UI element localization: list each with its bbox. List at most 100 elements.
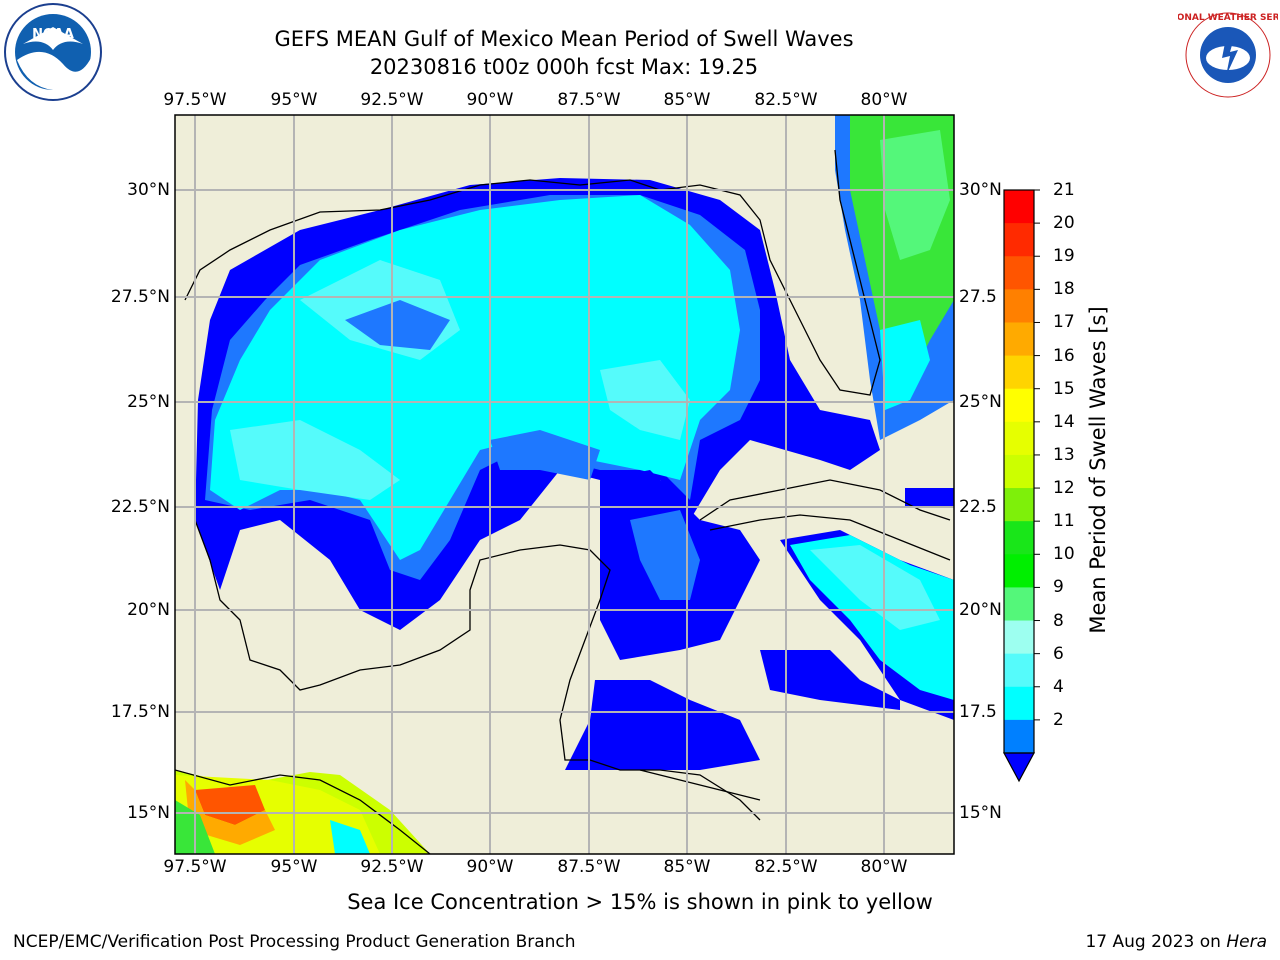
colorbar-tick-label: 8 — [1053, 610, 1064, 631]
lat-label-left: 22.5°N — [110, 497, 170, 517]
caribbean-midblue-field — [630, 510, 700, 600]
colorbar-segment — [1004, 289, 1034, 323]
caribbean-lightcyan-patch — [810, 545, 940, 630]
colorbar-segment — [1004, 190, 1034, 224]
footer-date: 17 Aug 2023 on Hera — [1085, 932, 1267, 952]
colorbar-tick-label: 17 — [1053, 312, 1075, 333]
colorbar-segment — [1004, 421, 1034, 456]
honduras-coastline — [639, 769, 761, 801]
colorbar-tick-label: 18 — [1053, 279, 1075, 300]
lat-label-right: 17.5 — [959, 702, 997, 722]
colorbar-tick-label: 2 — [1053, 709, 1064, 730]
lon-label-bottom: 87.5°W — [557, 857, 621, 877]
colorbar-tick-label: 11 — [1053, 511, 1075, 532]
colorbar-segment — [1004, 488, 1034, 522]
lat-label-left: 27.5°N — [110, 287, 170, 307]
cuba-coastline — [699, 479, 951, 521]
footer-credit: NCEP/EMC/Verification Post Processing Pr… — [13, 932, 576, 952]
pacific-amber-patch — [185, 780, 275, 845]
gulf-midblue-patch — [345, 300, 450, 350]
colorbar-segment — [1004, 587, 1034, 622]
gulf-coastline — [194, 519, 761, 821]
graticule — [175, 115, 954, 854]
colorbar-segment — [1004, 388, 1034, 423]
colorbar-tick-label: 14 — [1053, 411, 1075, 432]
colorbar-segment — [1004, 322, 1034, 357]
lat-label-right: 30°N — [959, 180, 1002, 200]
cuba-coastline-south — [709, 514, 951, 561]
svg-text:NATIONAL WEATHER SERVICE: NATIONAL WEATHER SERVICE — [1178, 13, 1278, 23]
caribbean-blue-field — [565, 680, 760, 770]
northern-gulf-coastline — [184, 149, 881, 396]
atlantic-cyan-patch — [880, 320, 930, 410]
colorbar-segment — [1004, 686, 1034, 721]
colorbar-segment — [1004, 653, 1034, 688]
colorbar-label: Mean Period of Swell Waves [s] — [1086, 306, 1110, 634]
colorbar-segment — [1004, 554, 1034, 588]
noaa-logo: NOAA — [4, 3, 102, 101]
lon-label-bottom: 80°W — [860, 857, 908, 877]
colorbar-tick-label: 10 — [1053, 544, 1075, 565]
lon-label-bottom: 92.5°W — [360, 857, 424, 877]
colorbar-tick-label: 12 — [1053, 478, 1075, 499]
colorbar — [1002, 189, 1040, 783]
lat-label-left: 17.5°N — [110, 702, 170, 722]
lon-label-bottom: 97.5°W — [163, 857, 227, 877]
colorbar-tick-label: 16 — [1053, 345, 1075, 366]
colorbar-tick-label: 4 — [1053, 676, 1064, 697]
pacific-orange-patch — [195, 785, 265, 825]
chart-title: GEFS MEAN Gulf of Mexico Mean Period of … — [274, 27, 854, 51]
svg-text:NOAA: NOAA — [32, 27, 74, 42]
lat-label-left: 20°N — [127, 600, 170, 620]
lon-label-top: 97.5°W — [163, 90, 227, 110]
pacific-cyan-patch — [330, 820, 370, 854]
lon-label-bottom: 90°W — [466, 857, 514, 877]
central-america-coastline — [175, 769, 431, 854]
lon-label-top: 95°W — [270, 90, 318, 110]
colorbar-segment — [1004, 355, 1034, 390]
colorbar-tick-label: 15 — [1053, 378, 1075, 399]
gulf-lightcyan-patch — [600, 360, 690, 440]
colorbar-tick-label: 21 — [1053, 180, 1075, 200]
footer-date-text: 17 Aug 2023 on — [1085, 932, 1227, 952]
lon-label-bottom: 85°W — [663, 857, 711, 877]
lon-label-bottom: 95°W — [270, 857, 318, 877]
lon-label-top: 87.5°W — [557, 90, 621, 110]
lon-label-top: 82.5°W — [754, 90, 818, 110]
gulf-midblue-patch — [490, 430, 600, 480]
lat-label-right: 22.5 — [959, 497, 997, 517]
colorbar-tick-label: 6 — [1053, 643, 1064, 664]
lon-label-top: 85°W — [663, 90, 711, 110]
atlantic-lightgreen-patch — [880, 130, 950, 260]
lat-label-right: 20°N — [959, 600, 1002, 620]
lat-label-right: 15°N — [959, 803, 1002, 823]
map-frame — [174, 114, 955, 855]
colorbar-segment — [1004, 454, 1034, 489]
colorbar-tick-label: 13 — [1053, 444, 1075, 465]
colorbar-segment — [1004, 256, 1034, 290]
colorbar-segment — [1004, 719, 1034, 754]
footer-host: Hera — [1226, 932, 1267, 952]
lat-label-left: 25°N — [127, 392, 170, 412]
caribbean-blue-field — [760, 650, 900, 710]
colorbar-tick-label: 20 — [1053, 213, 1075, 234]
colorbar-segment — [1004, 620, 1034, 655]
sea-ice-caption: Sea Ice Concentration > 15% is shown in … — [0, 890, 1280, 914]
gulf-lightcyan-patch — [230, 420, 400, 500]
sea-ice-caption-text: Sea Ice Concentration > 15% is shown in … — [347, 890, 933, 914]
lon-label-top: 80°W — [860, 90, 908, 110]
chart-subtitle: 20230816 t00z 000h fcst Max: 19.25 — [369, 55, 759, 79]
colorbar-extend-arrow — [1002, 752, 1036, 783]
lat-label-left: 15°N — [127, 803, 170, 823]
lat-label-right: 25°N — [959, 392, 1002, 412]
colorbar-frame — [1003, 189, 1035, 754]
nws-logo: NATIONAL WEATHER SERVICE — [1178, 12, 1278, 98]
colorbar-tick-label: 9 — [1053, 577, 1064, 598]
lon-label-bottom: 82.5°W — [754, 857, 818, 877]
colorbar-segment — [1004, 223, 1034, 257]
lat-label-left: 30°N — [127, 180, 170, 200]
lat-label-right: 27.5 — [959, 287, 997, 307]
atlantic-blue-patch — [905, 488, 954, 506]
colorbar-segment — [1004, 521, 1034, 555]
